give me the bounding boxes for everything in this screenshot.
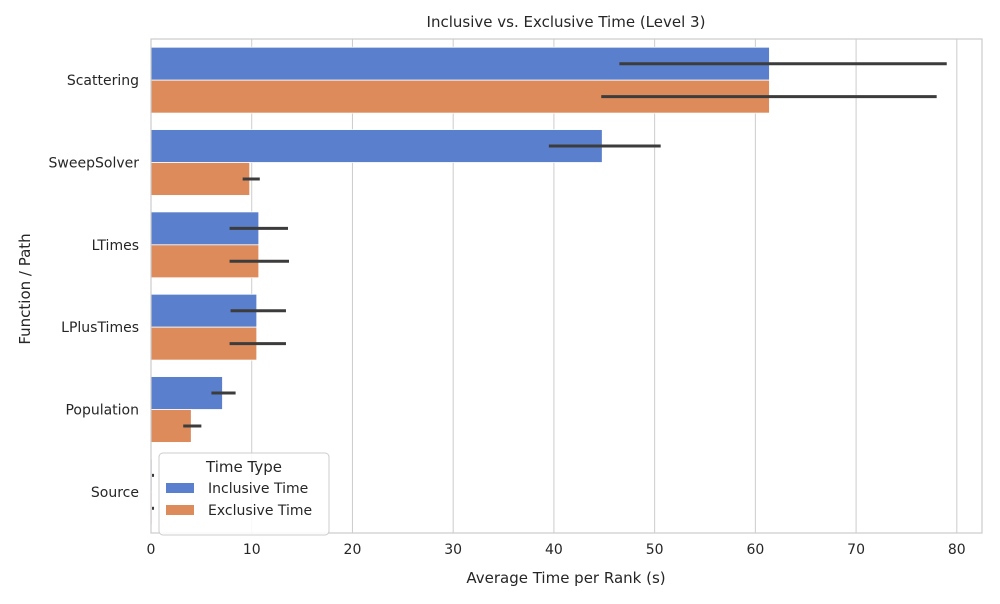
y-tick-label: SweepSolver bbox=[49, 156, 140, 172]
x-tick-label: 10 bbox=[243, 542, 261, 558]
legend-title: Time Type bbox=[205, 458, 282, 476]
legend: Time Type Inclusive Time Exclusive Time bbox=[158, 452, 330, 536]
x-axis-title: Average Time per Rank (s) bbox=[466, 569, 665, 587]
y-tick-label: Source bbox=[91, 485, 139, 501]
y-tick-label: Scattering bbox=[67, 73, 139, 89]
x-tick-label: 0 bbox=[147, 542, 156, 558]
x-tick-label: 70 bbox=[847, 542, 865, 558]
gridlines bbox=[150, 39, 958, 533]
legend-label-inclusive: Inclusive Time bbox=[208, 481, 308, 497]
chart-title: Inclusive vs. Exclusive Time (Level 3) bbox=[427, 13, 706, 31]
legend-swatch-exclusive bbox=[166, 505, 194, 515]
x-tick-labels: 0 10 20 30 40 50 60 70 80 bbox=[147, 542, 966, 558]
plot-frame bbox=[150, 38, 983, 534]
x-tick-label: 80 bbox=[948, 542, 966, 558]
y-tick-label: LTimes bbox=[92, 238, 139, 254]
legend-label-exclusive: Exclusive Time bbox=[208, 503, 312, 519]
y-tick-label: LPlusTimes bbox=[61, 320, 139, 336]
x-tick-label: 50 bbox=[646, 542, 664, 558]
legend-swatch-inclusive bbox=[166, 483, 194, 493]
error-bars bbox=[152, 62, 947, 510]
x-tick-label: 30 bbox=[444, 542, 462, 558]
y-tick-label: Population bbox=[65, 403, 139, 419]
y-tick-labels: Scattering SweepSolver LTimes LPlusTimes Pop… bbox=[49, 73, 140, 501]
x-tick-label: 60 bbox=[746, 542, 764, 558]
bar-exclusive-sweepsolver bbox=[150, 162, 251, 196]
x-tick-label: 40 bbox=[545, 542, 563, 558]
legend-box bbox=[158, 452, 330, 536]
y-axis-title: Function / Path bbox=[16, 233, 34, 344]
bar-inclusive-sweepsolver bbox=[150, 129, 603, 163]
x-tick-label: 20 bbox=[344, 542, 362, 558]
